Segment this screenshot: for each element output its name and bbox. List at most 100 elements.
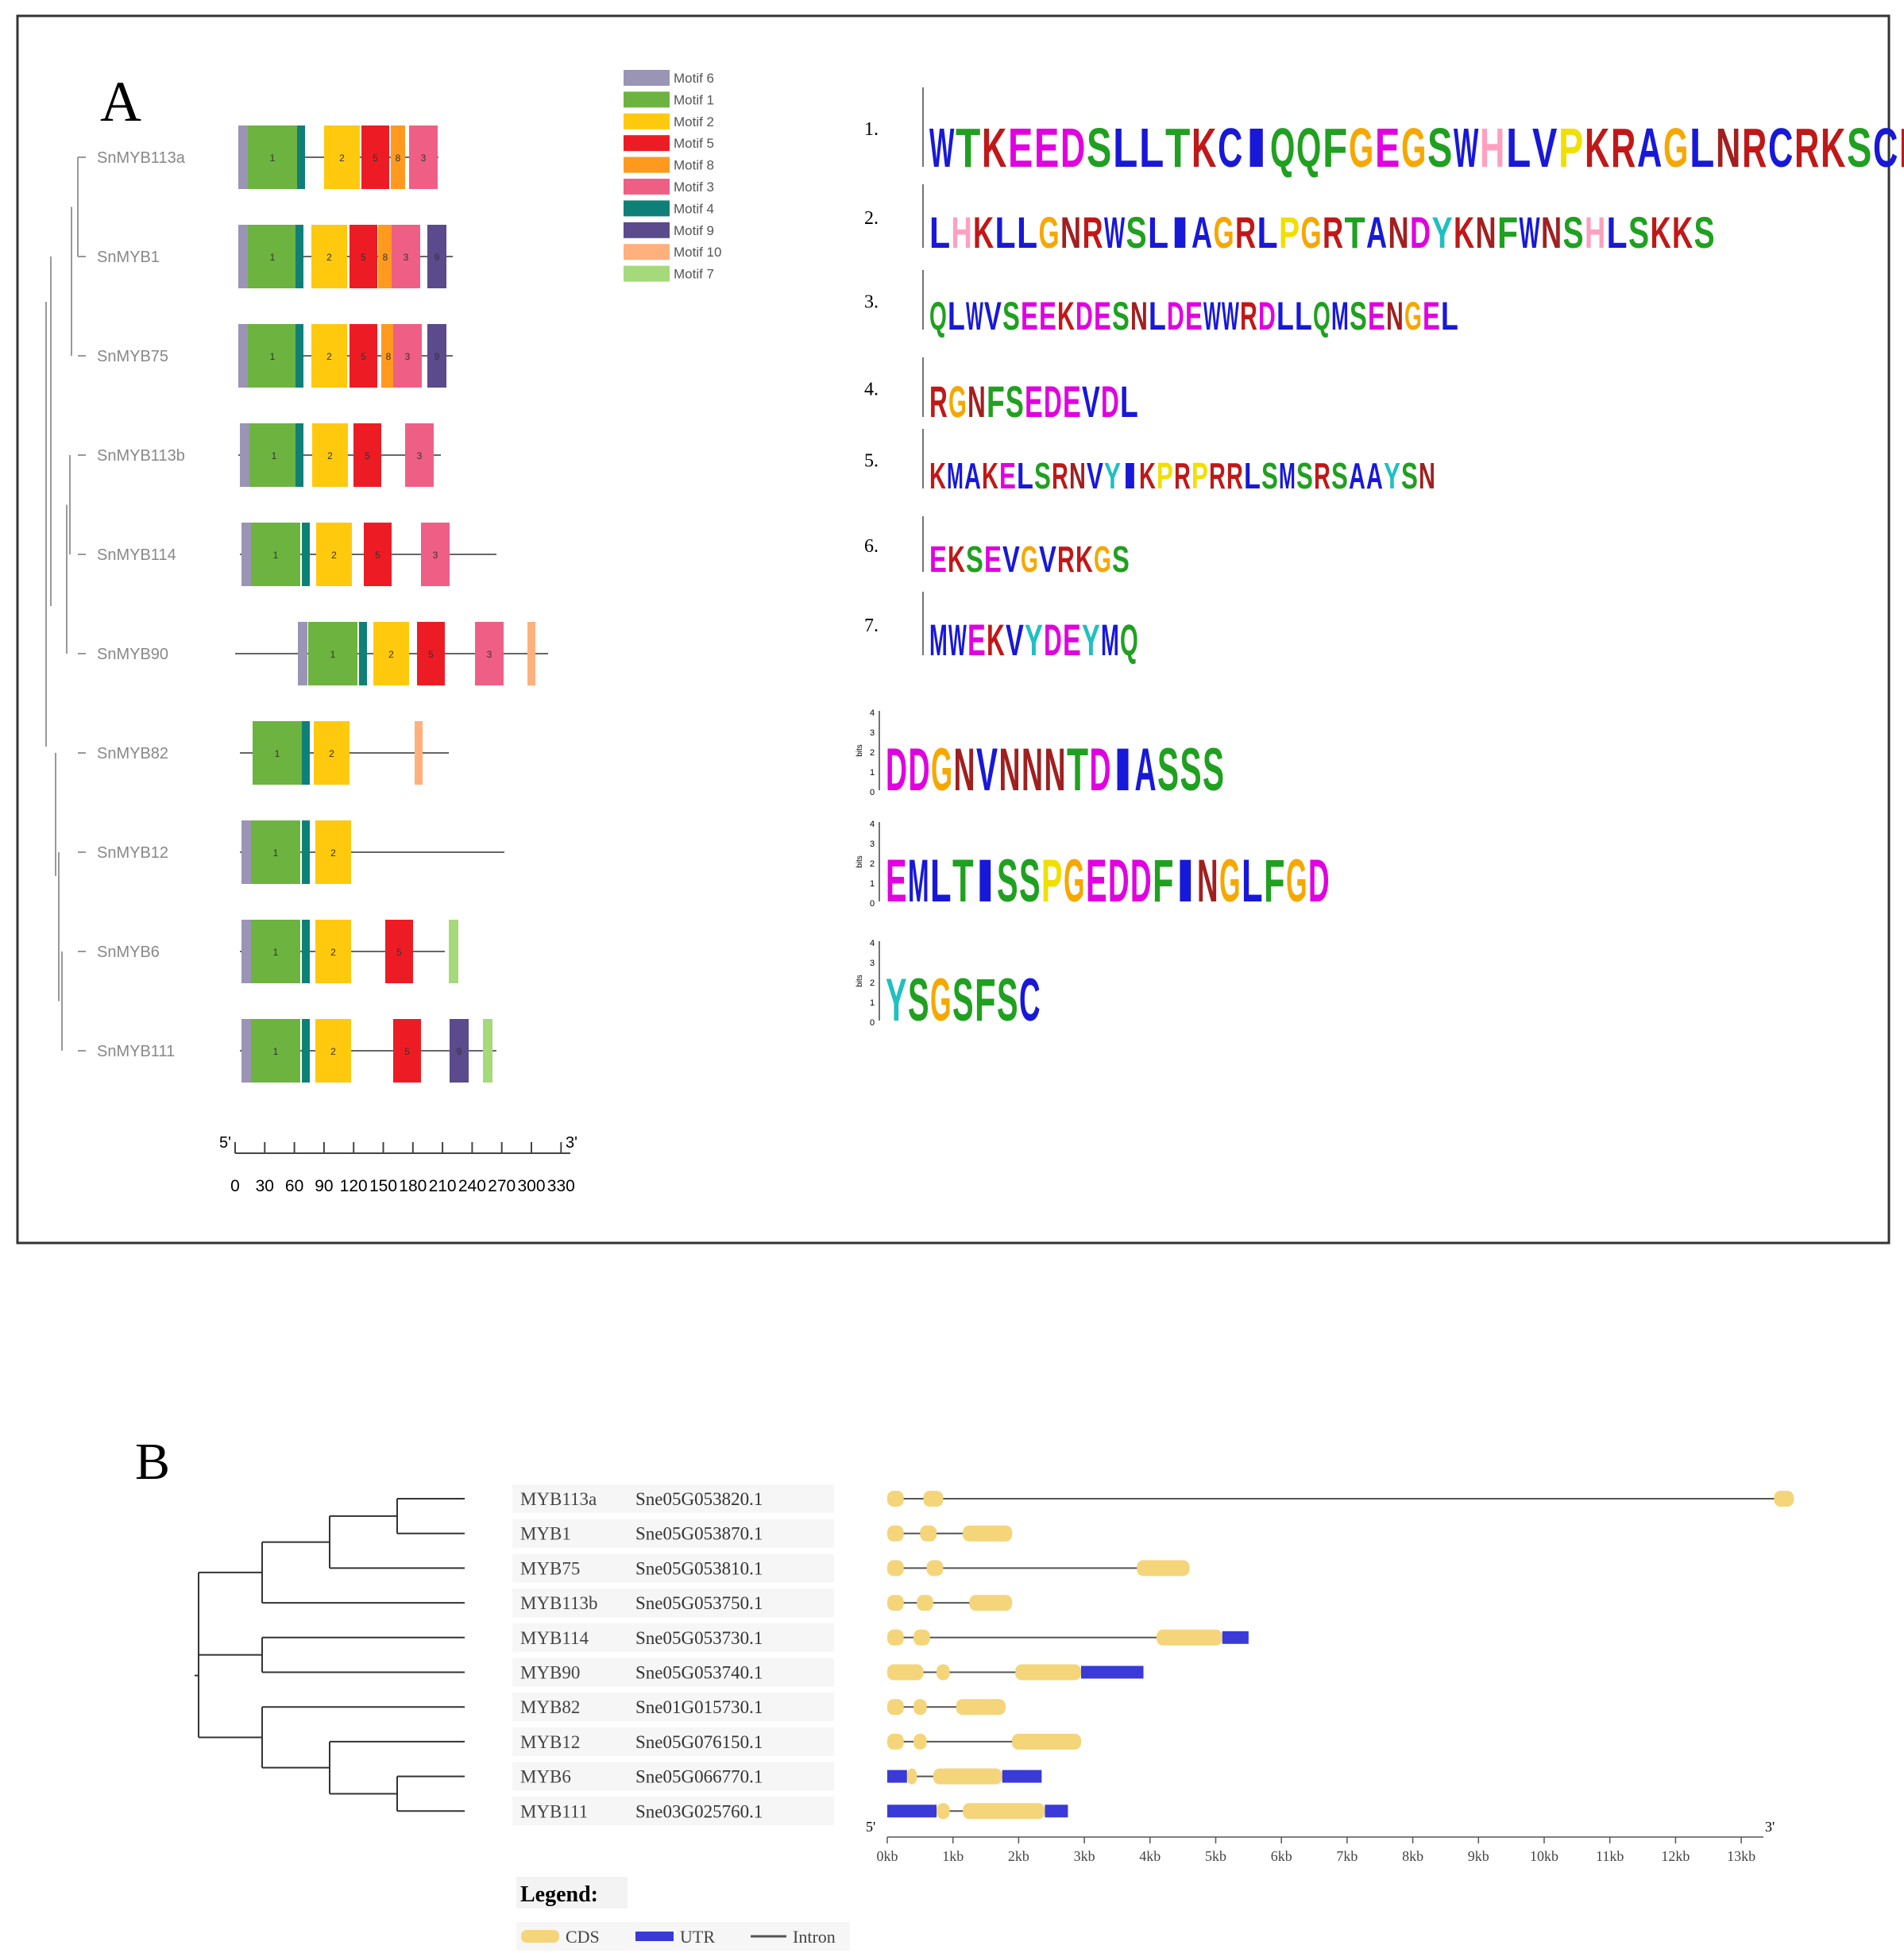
motif-box	[364, 523, 392, 586]
logo-letter: V	[1039, 538, 1056, 580]
gene-name: MYB114	[520, 1628, 589, 1648]
logo-number: 4.	[864, 380, 879, 400]
logo-letter: E	[984, 538, 1002, 580]
logo-letter: L	[1690, 117, 1714, 179]
axis-tick-label: 3kb	[1074, 1848, 1095, 1864]
motif-box	[295, 423, 303, 487]
motif-number: 1	[270, 252, 276, 263]
utr-segment	[1045, 1804, 1068, 1818]
utr-segment	[887, 1770, 907, 1783]
motif-box	[350, 225, 377, 288]
panel-a-label: A	[100, 70, 141, 133]
motif-number: 9	[434, 351, 440, 362]
motif-number: 3	[487, 649, 492, 660]
logo-letter: S	[1019, 847, 1041, 915]
logo-letter: I	[975, 847, 996, 915]
motif-number: 5	[361, 351, 366, 362]
motif-box	[393, 324, 422, 388]
logo-letter: D	[1044, 615, 1062, 665]
logo-letter: E	[1039, 294, 1056, 338]
logo-number: 6.	[864, 536, 879, 557]
logo-letter: G	[1021, 538, 1038, 580]
logo-letter: M	[929, 615, 948, 665]
legend-row-bg	[516, 1922, 850, 1951]
logo-letter: M	[947, 455, 964, 496]
logo-letter: Y	[886, 967, 907, 1034]
logo-axis-tick: 3	[870, 728, 875, 738]
logo-letter: S	[966, 538, 983, 580]
logo-letter: Q	[1120, 615, 1138, 665]
logo-letter: C	[1873, 117, 1898, 179]
logo-letter: P	[1157, 455, 1173, 496]
motif-box	[302, 721, 310, 785]
logo-letter: W	[1203, 294, 1221, 338]
logo-letter: W	[948, 615, 967, 665]
logo-letter: F	[975, 967, 996, 1034]
gene-name: MYB12	[520, 1732, 580, 1752]
logo-axis-tick: 3	[870, 959, 875, 968]
gene-label: SnMYB114	[97, 546, 176, 564]
motif-box	[314, 721, 350, 785]
logo-letter: Y	[1432, 207, 1453, 257]
logo-letter: S	[1261, 455, 1278, 496]
motif-box	[450, 1019, 469, 1083]
motif-number: 1	[273, 947, 279, 958]
logo-axis-unit: bits	[855, 975, 864, 987]
motif-box	[298, 622, 307, 685]
logo-letter: T	[952, 847, 974, 915]
logo-letter: K	[1057, 294, 1075, 338]
gene-id: Sne05G053740.1	[635, 1663, 763, 1683]
panel-a-frame	[16, 14, 1890, 1245]
logo-letter: K	[1139, 455, 1156, 496]
cds-segment	[920, 1525, 937, 1542]
axis-five-prime: 5'	[866, 1819, 875, 1835]
gene-id: Sne05G076150.1	[635, 1732, 763, 1752]
logo-letter: L	[1257, 207, 1278, 257]
gene-label: SnMYB113a	[97, 149, 186, 167]
logo-letter: K	[1651, 207, 1671, 257]
motif-box	[361, 125, 389, 189]
logo-letter: E	[1185, 294, 1203, 338]
motif-box	[251, 820, 300, 884]
gene-id: Sne05G053750.1	[635, 1593, 763, 1613]
logo-letter: N	[954, 736, 975, 804]
gene-id: Sne05G053730.1	[635, 1628, 763, 1648]
logo-letter: D	[1044, 376, 1062, 426]
gene-name: MYB82	[520, 1697, 580, 1717]
logo-letter: L	[929, 207, 950, 257]
motif-box	[297, 125, 305, 189]
cds-segment	[906, 1768, 917, 1785]
logo-letter: Y	[1384, 455, 1400, 496]
logo-letter: R	[1899, 117, 1904, 179]
logo-letter: K	[982, 455, 998, 496]
logo-letter: K	[1585, 117, 1609, 179]
logo-axis-tick: 1	[870, 998, 875, 1008]
logo-letter: F	[1153, 847, 1174, 915]
logo-letter: V	[1006, 615, 1024, 665]
logo-letter: R	[1052, 455, 1068, 496]
motif-box	[391, 125, 405, 189]
gene-name: MYB75	[520, 1558, 580, 1578]
logo-letter: G	[1094, 538, 1111, 580]
motif-box	[527, 622, 535, 685]
logo-letter: E	[1368, 294, 1385, 338]
logo-letter: R	[929, 376, 948, 426]
logo-letter: I	[1175, 847, 1196, 915]
motif-box	[378, 225, 392, 288]
motif-number: 8	[383, 252, 388, 263]
logo-letter: A	[964, 455, 981, 496]
logo-number: 1.	[864, 119, 879, 140]
motif-box	[251, 1019, 300, 1083]
logo-axis-tick: 2	[870, 978, 875, 988]
logo-letter: E	[929, 538, 947, 580]
motif-logos: 1.WTKEEDSLLTKCIQQFGEGSWHLVPKRAGLNRCRKSCR…	[855, 87, 1904, 1034]
logo-letter: R	[1314, 455, 1330, 496]
motif-number: 5	[428, 649, 434, 660]
logo-letter: S	[1694, 207, 1715, 257]
motif-number: 1	[273, 550, 279, 561]
legend-swatch	[624, 91, 670, 108]
legend-title-bg	[516, 1877, 628, 1909]
logo-letter: P	[1279, 207, 1300, 257]
panel-a-tree	[45, 156, 86, 1052]
logo-letter: G	[1404, 294, 1422, 338]
